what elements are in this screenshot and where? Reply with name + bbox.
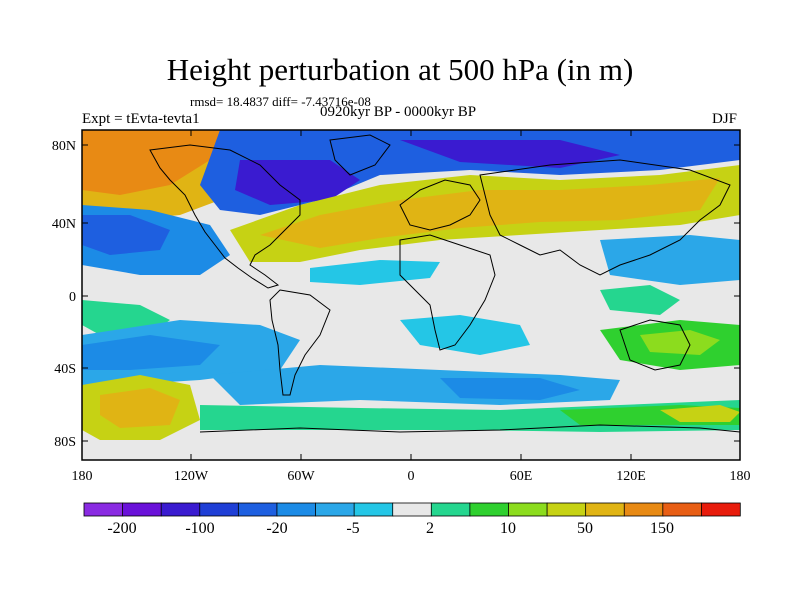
colorbar-label-4: -5 [346, 520, 359, 537]
lat-label-0: 0 [69, 290, 76, 305]
latitude-labels: 80N 40N 0 40S 80S [52, 139, 76, 450]
longitude-labels: 180 120W 60W 0 60E 120E 180 [72, 469, 751, 484]
colorbar-label-3: -20 [266, 520, 287, 537]
colorbar-swatch [160, 502, 201, 517]
coast-south-america [269, 289, 331, 396]
lat-label-80s: 80S [54, 435, 76, 450]
map-title: Height perturbation at 500 hPa (in m) [166, 52, 634, 87]
colorbar-label-1: -200 [107, 520, 136, 537]
coast-europe [399, 179, 481, 231]
colorbar-swatch [315, 502, 355, 517]
map-ticks [82, 130, 740, 460]
colorbar-swatch [122, 502, 162, 517]
colorbar-swatch [353, 502, 394, 517]
coast-africa [399, 234, 496, 351]
coast-north-america [149, 144, 301, 289]
colorbar-labels: -200 -100 -20 -5 2 10 50 150 [107, 520, 674, 537]
colorbar-swatch [392, 502, 432, 517]
colorbar-swatch [276, 502, 317, 517]
field-cyan-south-mid [400, 315, 530, 355]
lon-label-0: 0 [408, 469, 415, 484]
lat-label-40s: 40S [54, 362, 76, 377]
colorbar-swatch [508, 502, 548, 517]
season-label: DJF [712, 111, 738, 127]
colorbar-swatch [623, 502, 664, 517]
stats-text: rmsd= 18.4837 diff= -7.43716e-08 [190, 94, 371, 109]
colorbar-label-5: 2 [426, 520, 434, 537]
lon-label-60e: 60E [510, 469, 533, 484]
coast-asia [479, 159, 731, 276]
field-lightblue-asia [600, 235, 740, 285]
coast-australia [619, 319, 691, 371]
lat-label-80n: 80N [52, 139, 76, 154]
field-orange-south-w [100, 388, 180, 428]
colorbar-swatch [199, 502, 240, 517]
colorbar [83, 502, 741, 517]
colorbar-swatch [701, 502, 741, 517]
coast-greenland [329, 134, 391, 176]
colorbar-swatch [237, 502, 278, 517]
colorbar-swatch [430, 502, 471, 517]
field-blue-south-w [82, 335, 220, 370]
field-yellow-south-e2 [660, 405, 740, 422]
field-deep-orange-nw [82, 130, 230, 195]
colorbar-swatch [662, 502, 703, 517]
colorbar-swatch [546, 502, 587, 517]
period-label: 0920kyr BP - 0000kyr BP [320, 104, 477, 120]
colorbar-label-2: -100 [185, 520, 214, 537]
colorbar-swatch [83, 502, 124, 517]
lat-label-40n: 40N [52, 217, 76, 232]
experiment-label: Expt = tEvta-tevta1 [82, 111, 200, 127]
field-cyan-atlantic [310, 260, 440, 285]
colorbar-swatch [585, 502, 625, 517]
coast-antarctica [199, 424, 740, 433]
lon-label-180e: 180 [730, 469, 751, 484]
field-deep-blue-pacific [82, 215, 170, 255]
lon-label-120e: 120E [616, 469, 646, 484]
lon-label-180w: 180 [72, 469, 93, 484]
height-field [82, 130, 740, 460]
colorbar-label-8: 150 [650, 520, 674, 537]
colorbar-label-7: 50 [577, 520, 593, 537]
lon-label-120w: 120W [174, 469, 209, 484]
field-yellow-south-e [640, 330, 720, 355]
colorbar-label-6: 10 [500, 520, 516, 537]
field-blue-south-mid [440, 378, 580, 400]
colorbar-swatch [469, 502, 510, 517]
lon-label-60w: 60W [287, 469, 315, 484]
field-green-tropic-e [600, 285, 680, 315]
coastlines [149, 134, 740, 433]
field-deep-blue-arctic [400, 140, 620, 168]
